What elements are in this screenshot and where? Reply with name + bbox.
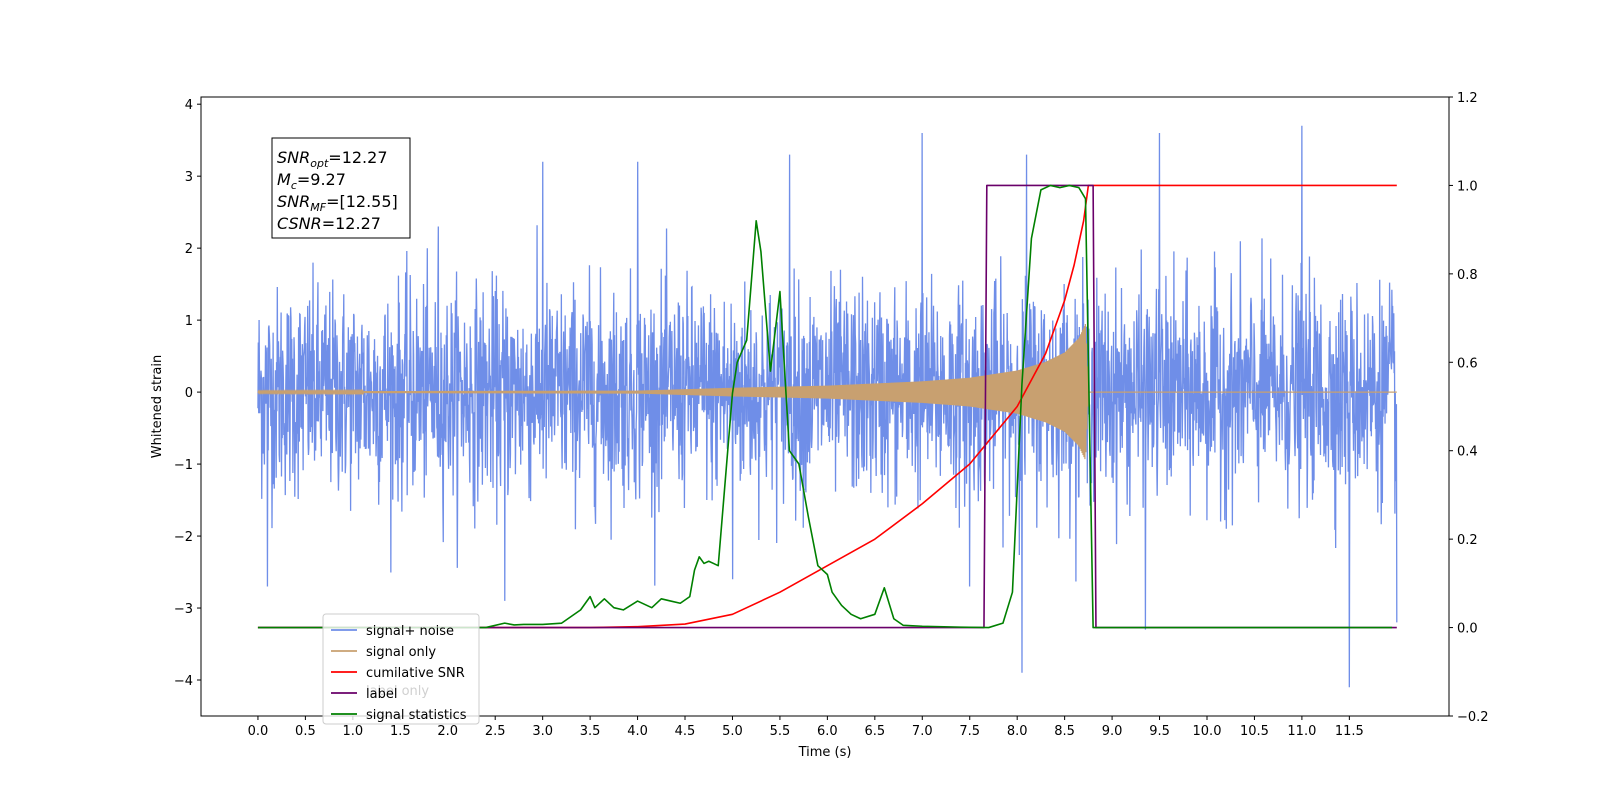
x-tick-label: 10.5 bbox=[1240, 724, 1269, 739]
x-tick-label: 9.5 bbox=[1149, 724, 1170, 739]
y-left-tick-label: 3 bbox=[185, 170, 193, 185]
annotation-line: CSNR=12.27 bbox=[277, 214, 381, 233]
x-axis: 0.0 0.5 1.0 1.5 2.0 2.5 3.0 3.5 4.0 4.5 5.0 5.5 6.0 6… bbox=[248, 716, 1364, 739]
cumilative-snr-line bbox=[257, 184, 1397, 629]
x-tick-label: 4.5 bbox=[675, 724, 696, 739]
x-tick-label: 4.0 bbox=[627, 724, 648, 739]
x-tick-label: 1.0 bbox=[343, 724, 364, 739]
y-left-tick-label: 4 bbox=[185, 98, 193, 113]
y-left-tick-label: 0 bbox=[185, 386, 193, 401]
legend-frame bbox=[322, 613, 480, 725]
y-left-tick-label: −1 bbox=[174, 458, 193, 473]
x-tick-label: 1.5 bbox=[390, 724, 411, 739]
x-tick-label: 2.5 bbox=[485, 724, 506, 739]
y-left-tick-label: −2 bbox=[174, 530, 193, 545]
x-tick-label: 7.5 bbox=[959, 724, 980, 739]
y-right-tick-label: 0.4 bbox=[1457, 445, 1478, 460]
annotation-frame bbox=[271, 137, 411, 239]
x-tick-label: 3.5 bbox=[580, 724, 601, 739]
snr-annotation-box: SNRopt=12.27Mc=9.27SNRMF=[12.55]CSNR=12.… bbox=[271, 137, 411, 239]
x-tick-label: 3.0 bbox=[532, 724, 553, 739]
signal-only-series bbox=[257, 324, 1397, 460]
legend: label only signal+ noise signal only cumila… bbox=[322, 613, 480, 725]
x-tick-label: 7.0 bbox=[912, 724, 933, 739]
x-tick-label: 9.0 bbox=[1102, 724, 1123, 739]
y-axis-right: −0.2 0.0 0.2 0.4 0.6 0.8 1.0 1.2 bbox=[1449, 91, 1489, 725]
y-right-tick-label: 0.6 bbox=[1457, 356, 1478, 371]
y-left-tick-label: −3 bbox=[174, 602, 193, 617]
annotation-line: Mc=9.27 bbox=[277, 170, 346, 192]
y-right-tick-label: 0.2 bbox=[1457, 533, 1478, 548]
line-series-group bbox=[257, 184, 1397, 629]
signal-only-line bbox=[257, 324, 1397, 460]
annotation-line: SNRopt=12.27 bbox=[277, 148, 388, 170]
y-right-tick-label: 0.8 bbox=[1457, 268, 1478, 283]
x-tick-label: 8.5 bbox=[1054, 724, 1075, 739]
y-left-tick-label: 2 bbox=[185, 242, 193, 257]
y-axis-title: Whitened strain bbox=[150, 355, 165, 458]
legend-label: signal statistics bbox=[366, 708, 467, 723]
legend-label: signal only bbox=[366, 645, 436, 660]
x-tick-label: 11.0 bbox=[1287, 724, 1316, 739]
x-tick-label: 0.5 bbox=[295, 724, 316, 739]
x-tick-label: 6.0 bbox=[817, 724, 838, 739]
legend-faded-text: label only bbox=[366, 684, 429, 699]
plot-frame bbox=[200, 96, 1450, 717]
x-tick-label: 6.5 bbox=[864, 724, 885, 739]
annotation-line: SNRMF=[12.55] bbox=[277, 192, 398, 214]
legend-label: cumilative SNR bbox=[366, 666, 465, 681]
signal-noise-line bbox=[257, 125, 1398, 688]
y-left-tick-label: 1 bbox=[185, 314, 193, 329]
y-axis-left: −4 −3 −2 −1 0 1 2 3 4 bbox=[174, 98, 201, 689]
legend-label: label bbox=[366, 687, 397, 702]
y-right-tick-label: 0.0 bbox=[1457, 622, 1478, 637]
x-tick-label: 0.0 bbox=[248, 724, 269, 739]
y-right-tick-label: 1.2 bbox=[1457, 91, 1478, 106]
x-tick-label: 11.5 bbox=[1335, 724, 1364, 739]
x-axis-title: Time (s) bbox=[798, 745, 852, 760]
x-tick-label: 5.5 bbox=[770, 724, 791, 739]
signal-noise-series bbox=[257, 125, 1398, 688]
signal-statistics-line bbox=[257, 184, 1393, 629]
y-left-tick-label: −4 bbox=[174, 674, 193, 689]
y-right-tick-label: 1.0 bbox=[1457, 179, 1478, 194]
x-tick-label: 5.0 bbox=[722, 724, 743, 739]
x-tick-label: 2.0 bbox=[437, 724, 458, 739]
x-tick-label: 8.0 bbox=[1007, 724, 1028, 739]
y-right-tick-label: −0.2 bbox=[1457, 710, 1489, 725]
legend-label: signal+ noise bbox=[366, 624, 454, 639]
x-tick-label: 10.0 bbox=[1193, 724, 1222, 739]
